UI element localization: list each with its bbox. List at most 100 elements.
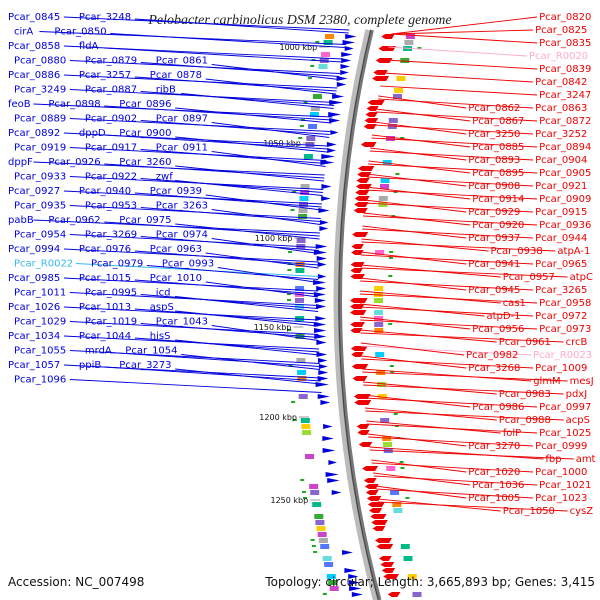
forward-gene-label: Pcar_0939 (150, 186, 202, 197)
reverse-gene-label: Pcar_3252 (535, 129, 587, 140)
reverse-gene-arrow (366, 496, 382, 501)
leader-line-reverse (359, 303, 485, 317)
forward-gene-label: Pcar_0911 (156, 143, 208, 154)
reverse-gene-arrow (353, 208, 368, 213)
reverse-gene-arrow (352, 376, 368, 381)
reverse-gene-label: Pcar_0941 (468, 259, 520, 270)
leader-line-reverse (371, 462, 534, 473)
leader-line-reverse (360, 267, 568, 278)
leader-line-forward (69, 379, 322, 393)
reverse-gene-arrow (378, 46, 397, 51)
reverse-gene-label: Pcar_3268 (468, 363, 520, 374)
leader-line-reverse (368, 436, 534, 447)
forward-gene-label: Pcar_0850 (54, 27, 106, 38)
leader-line-reverse (360, 280, 534, 291)
reverse-gene-label: Pcar_0997 (539, 402, 591, 413)
leader-line-forward (181, 93, 334, 109)
leader-line-reverse (373, 124, 534, 135)
leader-line-reverse (360, 332, 564, 343)
cog-block-forward (297, 376, 307, 381)
reverse-gene-arrow (352, 232, 369, 237)
reverse-gene-arrow (350, 328, 363, 333)
forward-gene-label: Pcar_1019 (85, 317, 137, 328)
leader-line-reverse (359, 290, 501, 304)
forward-gene-arrow (325, 472, 339, 477)
gc-mark (313, 551, 318, 553)
cog-block-forward (316, 526, 326, 531)
gc-mark (322, 593, 327, 595)
forward-gene-arrow (351, 592, 363, 597)
gc-mark (400, 467, 405, 469)
reverse-gene-arrow (367, 502, 385, 507)
forward-gene-label: cirA (14, 27, 33, 38)
forward-gene-label: Pcar_0878 (150, 70, 202, 81)
backbone-arc (338, 29, 382, 600)
reverse-gene-label: Pcar_0957 (503, 272, 555, 283)
reverse-gene-label: Pcar_0914 (472, 194, 524, 205)
cog-block-reverse (390, 490, 400, 495)
cog-block-forward (295, 298, 304, 303)
gc-mark (292, 191, 296, 193)
cog-block-forward (321, 52, 330, 57)
reverse-gene-arrow (363, 478, 377, 483)
gc-mark (287, 329, 292, 331)
leader-line-reverse (375, 485, 467, 499)
leader-line-reverse (370, 147, 467, 161)
reverse-gene-arrow (350, 298, 368, 303)
leader-line-reverse (365, 186, 471, 200)
cog-block-forward (308, 124, 317, 129)
reverse-gene-label: Pcar_0885 (472, 142, 524, 153)
reverse-gene-arrow (367, 100, 385, 105)
forward-gene-arrow (313, 292, 326, 297)
leader-line-reverse (362, 228, 534, 239)
forward-gene-arrow (327, 478, 340, 483)
reverse-gene-arrow (365, 112, 378, 117)
forward-gene-label: feoB (8, 99, 31, 110)
leader-line-reverse (359, 306, 534, 317)
cog-block-reverse (382, 160, 392, 165)
leader-line-reverse (363, 212, 471, 226)
reverse-gene-label: Pcar_1005 (468, 493, 520, 504)
reverse-gene-label: Pcar_0936 (539, 220, 591, 231)
forward-gene-arrow (336, 82, 347, 87)
cog-block-reverse (383, 442, 392, 447)
reverse-gene-arrow (376, 544, 394, 549)
forward-gene-label: Pcar_3273 (119, 360, 171, 371)
forward-gene-arrow (341, 58, 352, 63)
cog-block-forward (306, 136, 316, 141)
reverse-gene-arrow (351, 364, 369, 369)
leader-line-reverse (360, 316, 471, 330)
cog-block-forward (303, 154, 313, 159)
forward-gene-arrow (316, 256, 327, 261)
gc-mark (311, 545, 316, 547)
reverse-gene-arrow (355, 190, 370, 195)
cog-block-reverse (388, 118, 398, 123)
leader-line-forward (146, 265, 319, 280)
forward-gene-label: Pcar_1057 (8, 360, 60, 371)
forward-gene-arrow (316, 304, 326, 309)
reverse-gene-label: atpA-1 (557, 246, 590, 257)
reverse-gene-label: atpC (570, 272, 593, 283)
cog-block-reverse (374, 328, 384, 333)
reverse-gene-label: Pcar_0921 (535, 181, 587, 192)
leader-line-forward (175, 107, 332, 124)
cog-block-forward (298, 208, 308, 213)
leader-line-forward (134, 192, 322, 208)
reverse-gene-label: Pcar_0904 (535, 155, 587, 166)
leader-line-reverse (377, 501, 568, 512)
forward-gene-arrow (329, 118, 341, 123)
reverse-gene-arrow (350, 262, 365, 267)
leader-line-reverse (366, 176, 534, 187)
forward-gene-label: dppD (79, 128, 106, 139)
cog-block-forward (295, 262, 305, 267)
leader-line-reverse (361, 238, 489, 252)
leader-line-reverse (363, 384, 564, 395)
cog-block-reverse (386, 136, 395, 141)
leader-line-reverse (361, 358, 534, 369)
reverse-gene-arrow (350, 310, 367, 315)
forward-gene-label: Pcar_0892 (8, 128, 60, 139)
forward-gene-arrow (321, 196, 331, 201)
reverse-gene-label: Pcar_0986 (472, 402, 524, 413)
forward-gene-arrow (322, 448, 336, 453)
